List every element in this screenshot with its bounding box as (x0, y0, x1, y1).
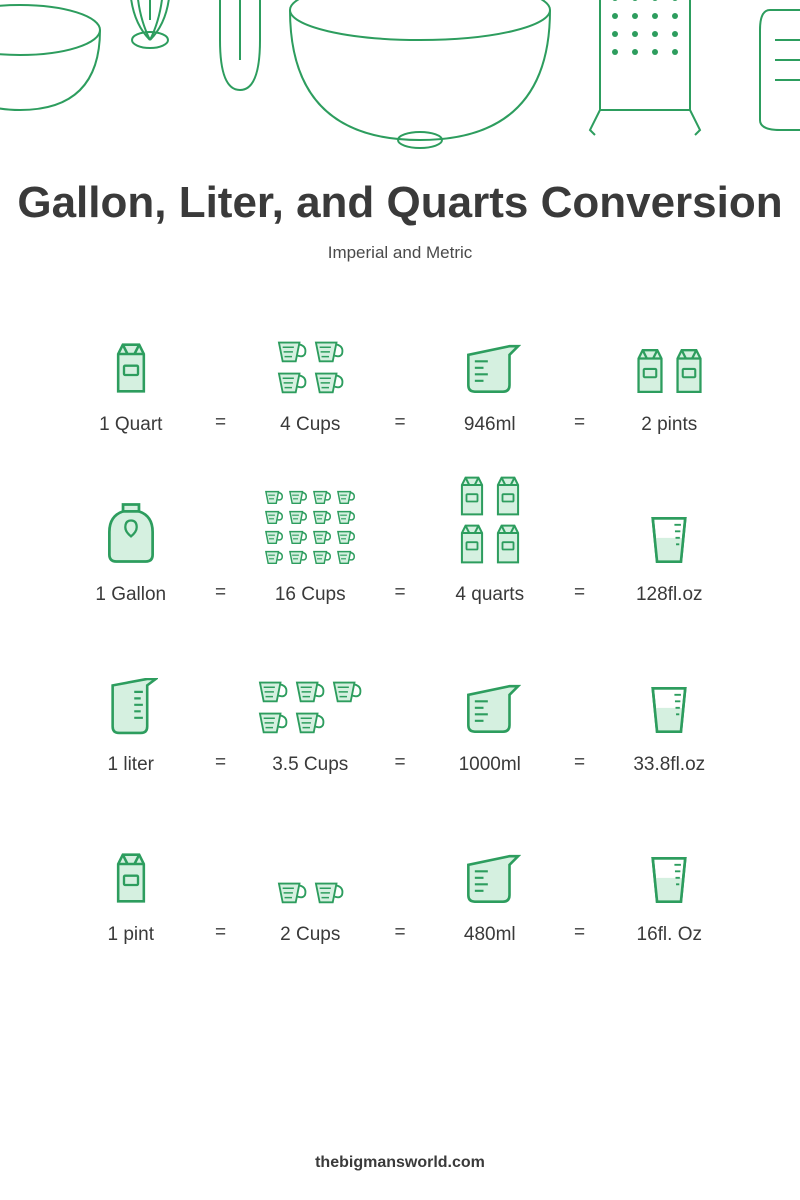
conversion-label: 480ml (464, 924, 516, 946)
conversion-label: 128fl.oz (636, 584, 703, 606)
title-block: Gallon, Liter, and Quarts Conversion Imp… (0, 178, 800, 263)
cup-tiny-icon (263, 488, 357, 566)
conversion-label: 946ml (464, 414, 516, 436)
carton-icon (111, 828, 151, 906)
cup-small-icon (275, 318, 346, 396)
conversion-cell: 1 pint (50, 828, 212, 946)
carton-icon (632, 318, 707, 396)
equals-sign: = (391, 582, 409, 606)
equals-sign: = (212, 412, 230, 436)
equals-sign: = (571, 412, 589, 436)
conversion-cell: 4 Cups (230, 318, 392, 436)
conversion-label: 2 pints (641, 414, 697, 436)
equals-sign: = (391, 922, 409, 946)
glass-icon (646, 828, 692, 906)
conversion-cell: 1 Gallon (50, 488, 212, 606)
conversion-label: 16fl. Oz (637, 924, 702, 946)
conversion-cell: 1000ml (409, 658, 571, 776)
equals-sign: = (391, 412, 409, 436)
conversion-label: 4 Cups (280, 414, 340, 436)
conversion-label: 1 pint (108, 924, 154, 946)
equals-sign: = (212, 752, 230, 776)
conversion-cell: 1 liter (50, 658, 212, 776)
conversion-row: 1 liter = 3.5 Cups = 1000ml = 33.8fl.oz (50, 658, 750, 776)
conversion-row: 1 Quart = 4 Cups = 946ml = 2 pints (50, 318, 750, 436)
footer-credit: thebigmansworld.com (0, 1154, 800, 1172)
header-decoration (0, 0, 800, 170)
conversion-label: 16 Cups (275, 584, 346, 606)
carton-icon (111, 318, 151, 396)
conversion-label: 1 Gallon (95, 584, 166, 606)
equals-sign: = (212, 582, 230, 606)
equals-sign: = (571, 582, 589, 606)
pitcher-icon (104, 658, 158, 736)
conversion-cell: 16fl. Oz (589, 828, 751, 946)
conversion-cell: 2 Cups (230, 828, 392, 946)
conversion-label: 1 Quart (99, 414, 162, 436)
conversion-cell: 2 pints (589, 318, 751, 436)
cup-small-icon (275, 828, 346, 906)
equals-sign: = (571, 922, 589, 946)
equals-sign: = (391, 752, 409, 776)
conversion-label: 4 quarts (455, 584, 524, 606)
carton-icon (456, 488, 524, 566)
glass-icon (646, 488, 692, 566)
conversion-cell: 33.8fl.oz (589, 658, 751, 776)
equals-sign: = (212, 922, 230, 946)
page-subtitle: Imperial and Metric (0, 243, 800, 263)
measuring-cup-icon (459, 658, 521, 736)
conversion-row: 1 Gallon = 16 Cups = 4 quarts = 128fl.oz (50, 488, 750, 606)
glass-icon (646, 658, 692, 736)
page-title: Gallon, Liter, and Quarts Conversion (0, 178, 800, 229)
conversion-cell: 4 quarts (409, 488, 571, 606)
conversion-label: 33.8fl.oz (633, 754, 705, 776)
conversion-label: 1 liter (108, 754, 154, 776)
conversion-cell: 1 Quart (50, 318, 212, 436)
conversion-label: 3.5 Cups (272, 754, 348, 776)
measuring-cup-icon (459, 318, 521, 396)
conversion-label: 2 Cups (280, 924, 340, 946)
conversion-row: 1 pint = 2 Cups = 480ml = 16fl. Oz (50, 828, 750, 946)
conversion-cell: 946ml (409, 318, 571, 436)
conversion-grid: 1 Quart = 4 Cups = 946ml = 2 pints 1 Gallon… (50, 318, 750, 946)
conversion-cell: 16 Cups (230, 488, 392, 606)
conversion-label: 1000ml (459, 754, 521, 776)
measuring-cup-icon (459, 828, 521, 906)
conversion-cell: 480ml (409, 828, 571, 946)
jug-icon (102, 488, 160, 566)
equals-sign: = (571, 752, 589, 776)
conversion-cell: 128fl.oz (589, 488, 751, 606)
conversion-cell: 3.5 Cups (230, 658, 392, 776)
cup-small-icon (256, 658, 364, 736)
